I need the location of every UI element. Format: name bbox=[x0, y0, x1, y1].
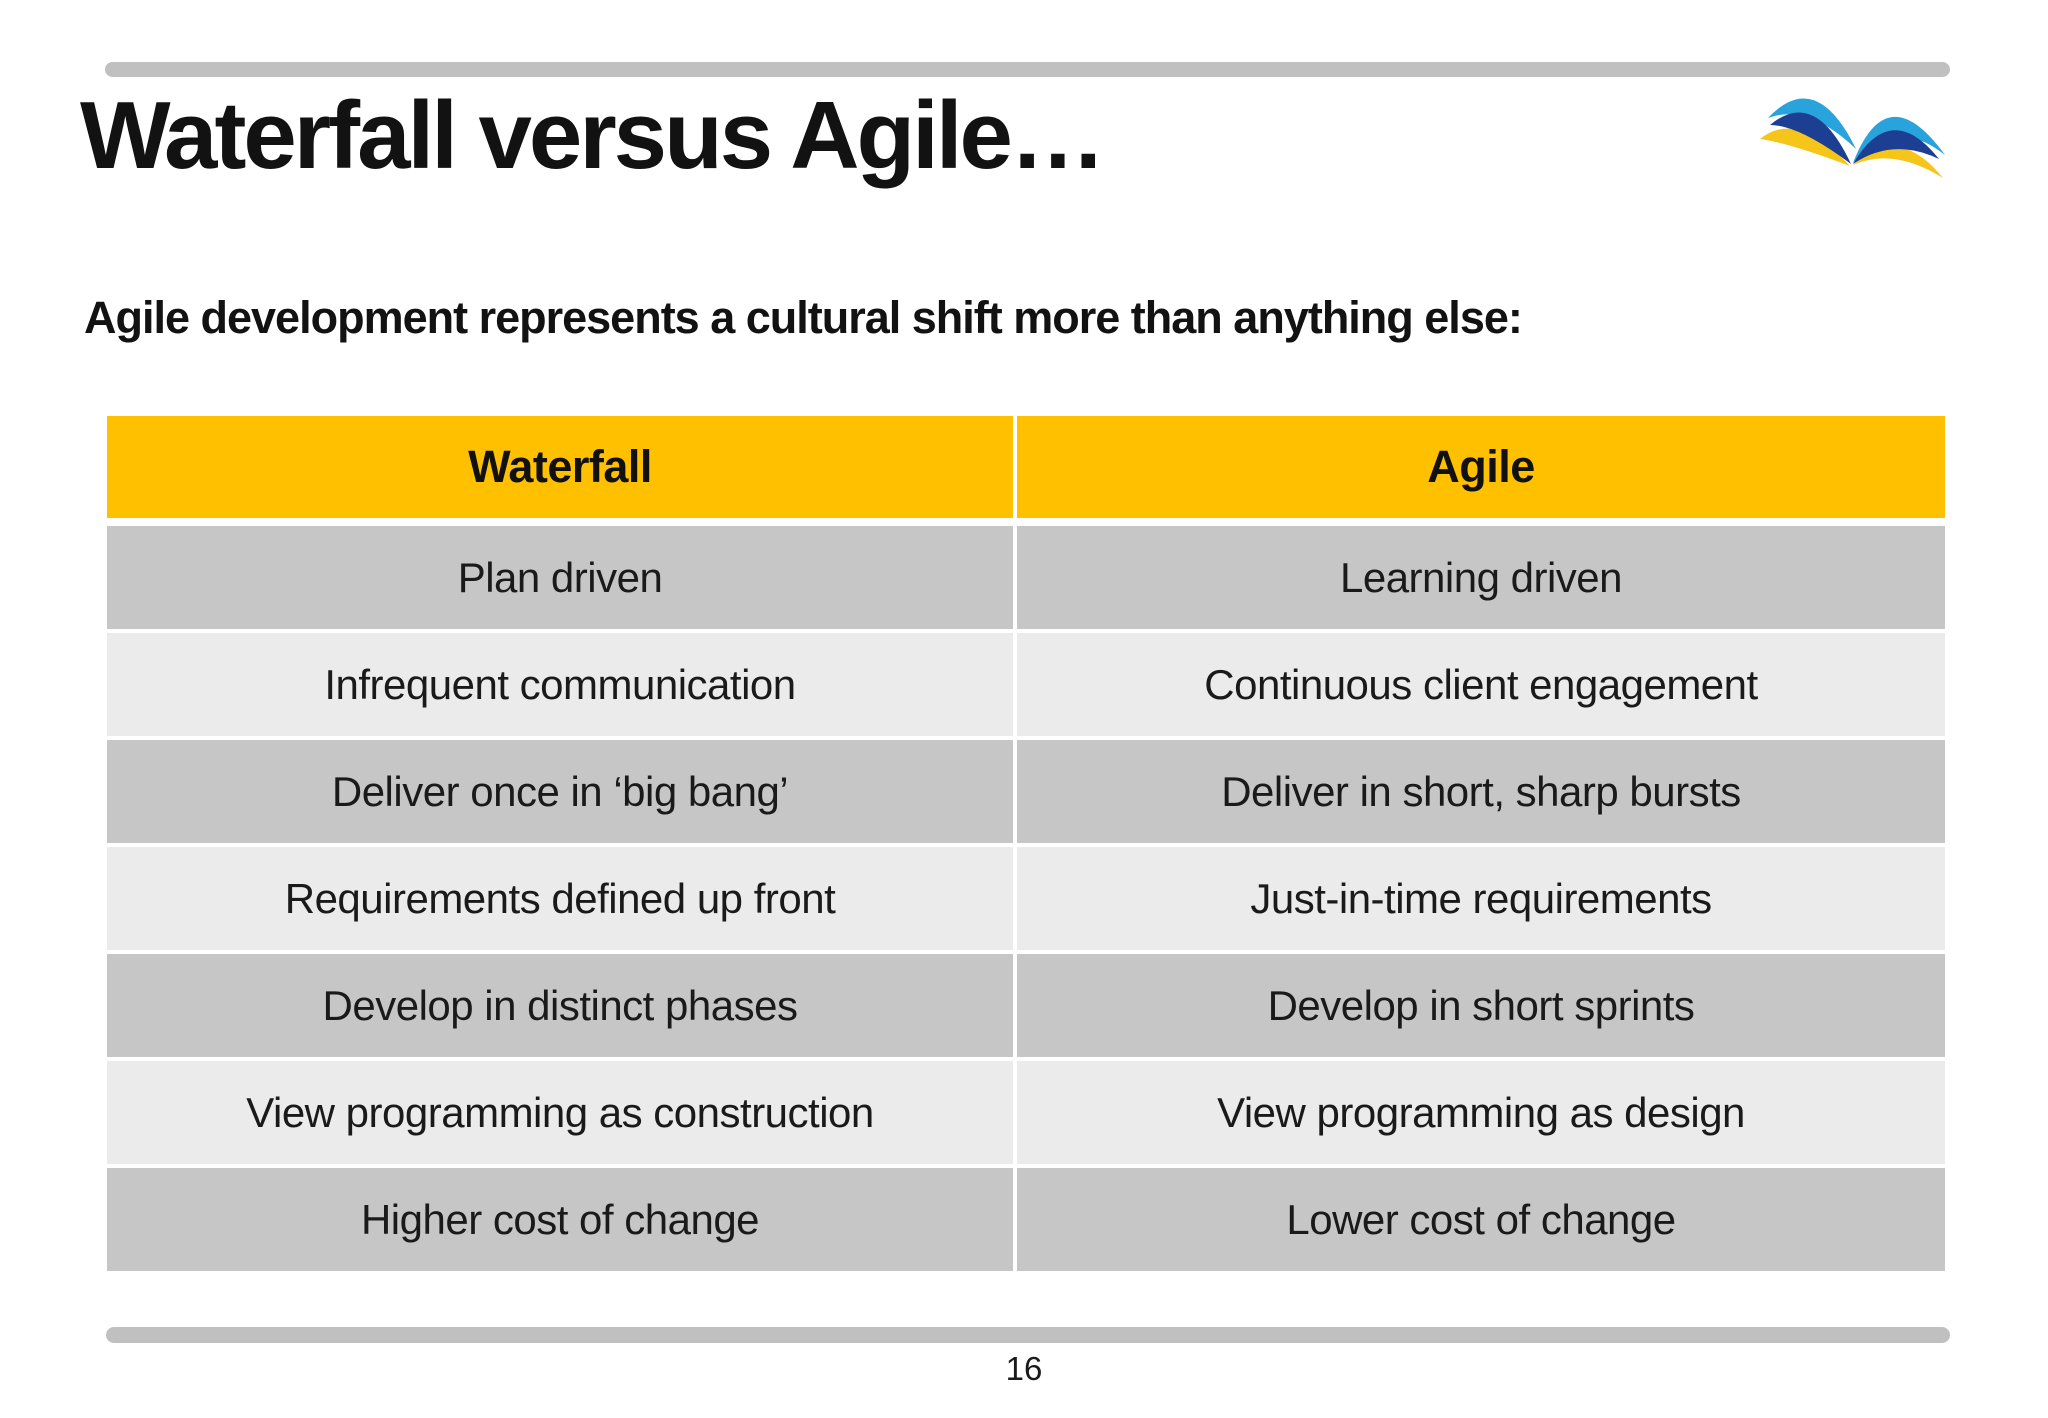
agile-cell: Learning driven bbox=[1017, 526, 1945, 629]
bottom-divider-bar bbox=[106, 1327, 1950, 1343]
logo-left-navy-swoosh bbox=[1770, 112, 1851, 164]
waterfall-cell: Develop in distinct phases bbox=[107, 954, 1013, 1057]
table-header-waterfall: Waterfall bbox=[107, 416, 1013, 518]
table-row: Infrequent communication Continuous clien… bbox=[107, 633, 1945, 736]
agile-cell: Continuous client engagement bbox=[1017, 633, 1945, 736]
waterfall-cell: Requirements defined up front bbox=[107, 847, 1013, 950]
agile-cell: Just-in-time requirements bbox=[1017, 847, 1945, 950]
table-row: Develop in distinct phases Develop in sho… bbox=[107, 954, 1945, 1057]
table-row: Deliver once in ‘big bang’ Deliver in sho… bbox=[107, 740, 1945, 843]
waterfall-cell: Higher cost of change bbox=[107, 1168, 1013, 1271]
agile-cell: Deliver in short, sharp bursts bbox=[1017, 740, 1945, 843]
table-header-agile: Agile bbox=[1017, 416, 1945, 518]
agile-cell: Develop in short sprints bbox=[1017, 954, 1945, 1057]
waterfall-cell: Plan driven bbox=[107, 526, 1013, 629]
open-book-logo bbox=[1760, 98, 1945, 178]
slide-title: Waterfall versus Agile… bbox=[80, 82, 1106, 189]
table-row: Higher cost of change Lower cost of chang… bbox=[107, 1168, 1945, 1271]
waterfall-cell: View programming as construction bbox=[107, 1061, 1013, 1164]
comparison-table: Waterfall Agile Plan driven Learning driv… bbox=[107, 416, 1945, 1271]
agile-cell: View programming as design bbox=[1017, 1061, 1945, 1164]
logo-right-navy-swoosh bbox=[1853, 130, 1939, 164]
table-header-row: Waterfall Agile bbox=[107, 416, 1945, 518]
logo-left-yellow-swoosh bbox=[1760, 128, 1850, 166]
slide-subtitle: Agile development represents a cultural … bbox=[84, 292, 1523, 343]
waterfall-cell: Infrequent communication bbox=[107, 633, 1013, 736]
logo-right-yellow-swoosh bbox=[1853, 146, 1943, 178]
table-row: Plan driven Learning driven bbox=[107, 526, 1945, 629]
table-row: View programming as construction View pro… bbox=[107, 1061, 1945, 1164]
top-divider-bar bbox=[105, 62, 1950, 77]
table-row: Requirements defined up front Just-in-tim… bbox=[107, 847, 1945, 950]
agile-cell: Lower cost of change bbox=[1017, 1168, 1945, 1271]
logo-left-cyan-swoosh bbox=[1768, 98, 1856, 149]
comparison-table-body: Plan driven Learning driven Infrequent com… bbox=[107, 526, 1945, 1271]
logo-right-cyan-swoosh bbox=[1853, 116, 1945, 163]
waterfall-cell: Deliver once in ‘big bang’ bbox=[107, 740, 1013, 843]
page-number: 16 bbox=[1005, 1350, 1043, 1387]
